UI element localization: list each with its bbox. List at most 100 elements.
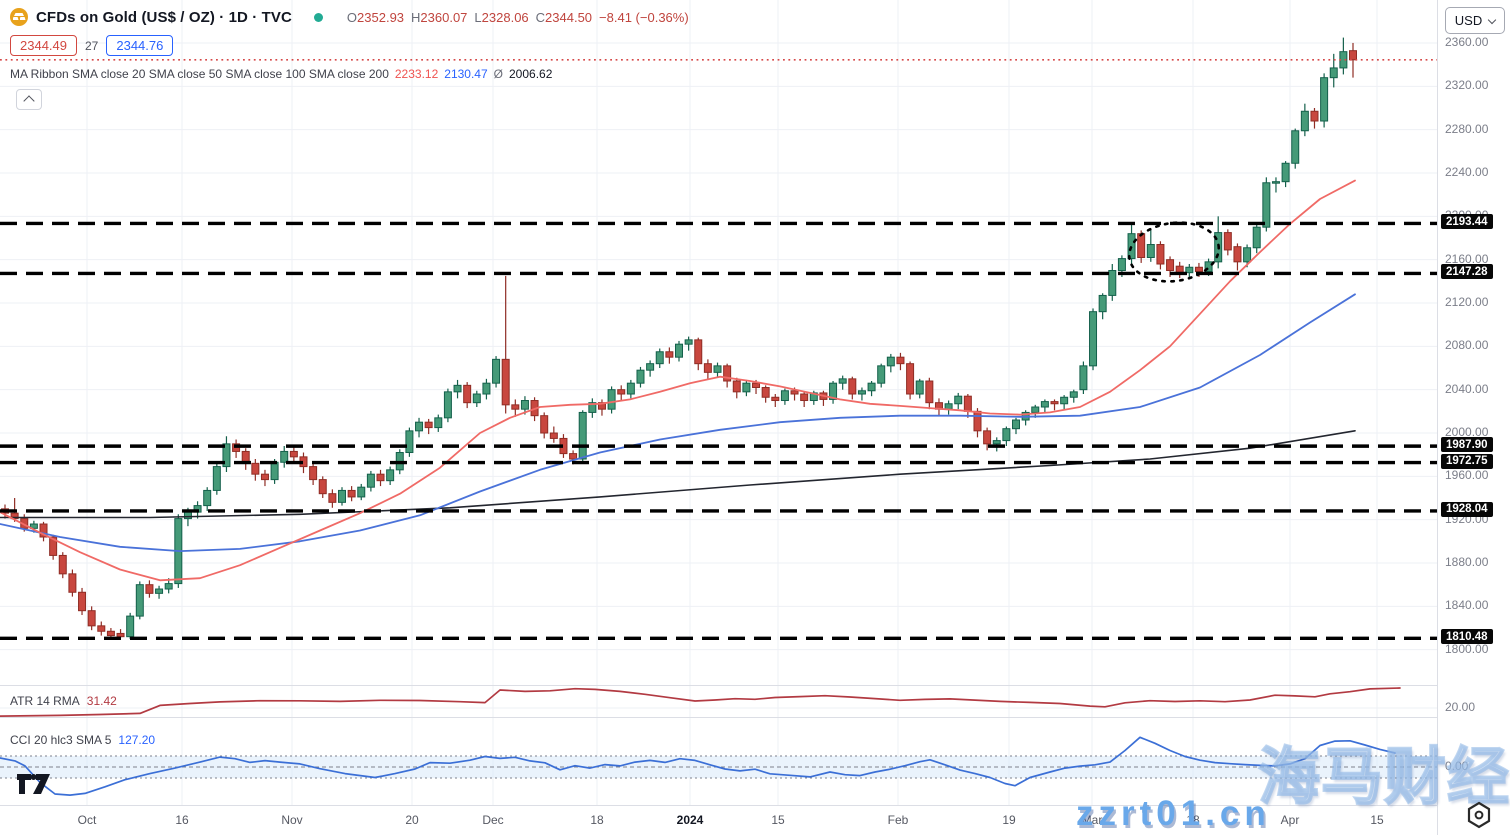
candle-body xyxy=(1002,428,1011,442)
candle-body xyxy=(155,588,164,594)
candle-body xyxy=(588,402,597,413)
candle-body xyxy=(1137,233,1146,259)
price-tick-label: 2000.00 xyxy=(1445,425,1489,439)
level-price-label: 1810.48 xyxy=(1441,629,1493,645)
atr-indicator-legend[interactable]: ATR 14 RMA 31.42 xyxy=(10,694,117,708)
low-label: L xyxy=(474,9,482,25)
currency-selector[interactable]: USD xyxy=(1445,7,1505,34)
candle-body xyxy=(472,393,481,404)
time-label: 19 xyxy=(1002,813,1016,827)
level-price-label: 1987.90 xyxy=(1441,437,1493,453)
candle-body xyxy=(1040,401,1049,408)
candle-body xyxy=(260,473,269,481)
watermark-line1: 海马财经 xyxy=(1257,742,1510,813)
candle-body xyxy=(896,356,905,365)
candle-body xyxy=(347,489,356,498)
candle-body xyxy=(1320,77,1329,122)
ma-average-value: 2006.62 xyxy=(509,67,553,81)
time-label: 15 xyxy=(1370,813,1384,827)
time-axis[interactable]: Oct 16 Nov 20 Dec 18 2024 15 Feb 19 Mar 18 Apr 15 xyxy=(0,806,1437,835)
candle-body xyxy=(1223,232,1232,251)
annotation-ellipse[interactable] xyxy=(1125,217,1222,287)
candle-body xyxy=(443,391,452,419)
time-label: Dec xyxy=(482,813,504,827)
candle-body xyxy=(983,430,992,445)
time-label: 18 xyxy=(590,813,604,827)
tradingview-logo[interactable] xyxy=(17,773,51,795)
candle-body xyxy=(1089,311,1098,367)
chevron-up-icon xyxy=(23,95,35,107)
pane-separator[interactable] xyxy=(0,717,1510,718)
candle-body xyxy=(434,417,443,429)
watermark-line2: zzrt01.cn xyxy=(1076,794,1271,833)
pane-separator[interactable] xyxy=(0,685,1510,686)
chart-canvas[interactable] xyxy=(0,0,1437,806)
candle-body xyxy=(732,380,741,393)
candle-body xyxy=(463,384,472,404)
price-tick-label: 1880.00 xyxy=(1445,555,1489,569)
symbol-title[interactable]: CFDs on Gold (US$ / OZ) · 1D · TVC xyxy=(36,8,292,26)
currency-label: USD xyxy=(1454,13,1483,28)
level-price-label: 2193.44 xyxy=(1441,214,1493,230)
high-label: H xyxy=(411,9,421,25)
candle-body xyxy=(58,554,67,575)
candle-body xyxy=(97,625,106,632)
candle-body xyxy=(357,486,366,498)
cci-indicator-legend[interactable]: CCI 20 hlc3 SMA 5 127.20 xyxy=(10,733,155,747)
candle-body xyxy=(29,523,38,529)
candle-body xyxy=(1069,391,1078,398)
candle-body xyxy=(1117,258,1126,272)
candle-body xyxy=(800,393,809,402)
time-label-year: 2024 xyxy=(676,813,704,827)
price-tick-label: 2360.00 xyxy=(1445,35,1489,49)
sell-button[interactable]: 2344.49 xyxy=(10,35,77,56)
candle-body xyxy=(838,378,847,384)
atr-label: ATR 14 RMA xyxy=(10,694,80,708)
price-tick-label: 2320.00 xyxy=(1445,78,1489,93)
candle-body xyxy=(338,489,346,503)
candle-body xyxy=(376,473,385,482)
price-tick-label: 2080.00 xyxy=(1445,338,1489,353)
price-tick-label: 1800.00 xyxy=(1445,641,1489,656)
collapse-legend-button[interactable] xyxy=(16,89,42,110)
candle-body xyxy=(578,411,587,460)
candle-body xyxy=(617,389,626,395)
candle-body xyxy=(752,382,761,389)
candle-body xyxy=(906,363,915,395)
candle-body xyxy=(164,583,173,590)
atr-line xyxy=(0,687,1401,717)
price-axis[interactable]: USD 2360.002320.002280.002240.002200.002… xyxy=(1437,0,1510,835)
ma-ribbon-label: MA Ribbon SMA close 20 SMA close 50 SMA … xyxy=(10,67,389,81)
watermark-hexagon-icon xyxy=(1467,801,1491,829)
candle-body xyxy=(145,584,154,594)
low-value: 2328.06 xyxy=(481,9,529,25)
candle-body xyxy=(675,343,683,358)
candle-body xyxy=(1204,261,1213,273)
candle-body xyxy=(607,389,616,410)
candle-body xyxy=(1329,67,1338,79)
candle-body xyxy=(646,363,655,371)
time-label: Oct xyxy=(77,813,97,827)
candle-body xyxy=(1243,247,1252,263)
candle-body xyxy=(780,390,789,402)
market-status-dot xyxy=(313,12,323,22)
symbol-legend[interactable]: CFDs on Gold (US$ / OZ) · 1D · TVC O2352… xyxy=(10,8,689,26)
open-label: O xyxy=(346,9,358,25)
candle-body xyxy=(1098,294,1107,313)
candle-body xyxy=(636,369,645,384)
candle-body xyxy=(1271,181,1280,184)
candle-body xyxy=(1050,401,1059,405)
close-label: C xyxy=(535,9,546,25)
buy-button[interactable]: 2344.76 xyxy=(106,35,174,56)
ma-ribbon-legend[interactable]: MA Ribbon SMA close 20 SMA close 50 SMA … xyxy=(10,67,552,81)
candle-body xyxy=(87,610,96,627)
candle-body xyxy=(877,365,886,384)
sma-fast-line xyxy=(0,179,1356,582)
gold-coin-icon xyxy=(10,8,28,26)
candle-body xyxy=(1146,244,1155,259)
level-price-label: 1972.75 xyxy=(1441,453,1493,469)
candle-body xyxy=(1108,270,1117,296)
candle-body xyxy=(492,358,501,384)
candle-body xyxy=(944,403,953,410)
